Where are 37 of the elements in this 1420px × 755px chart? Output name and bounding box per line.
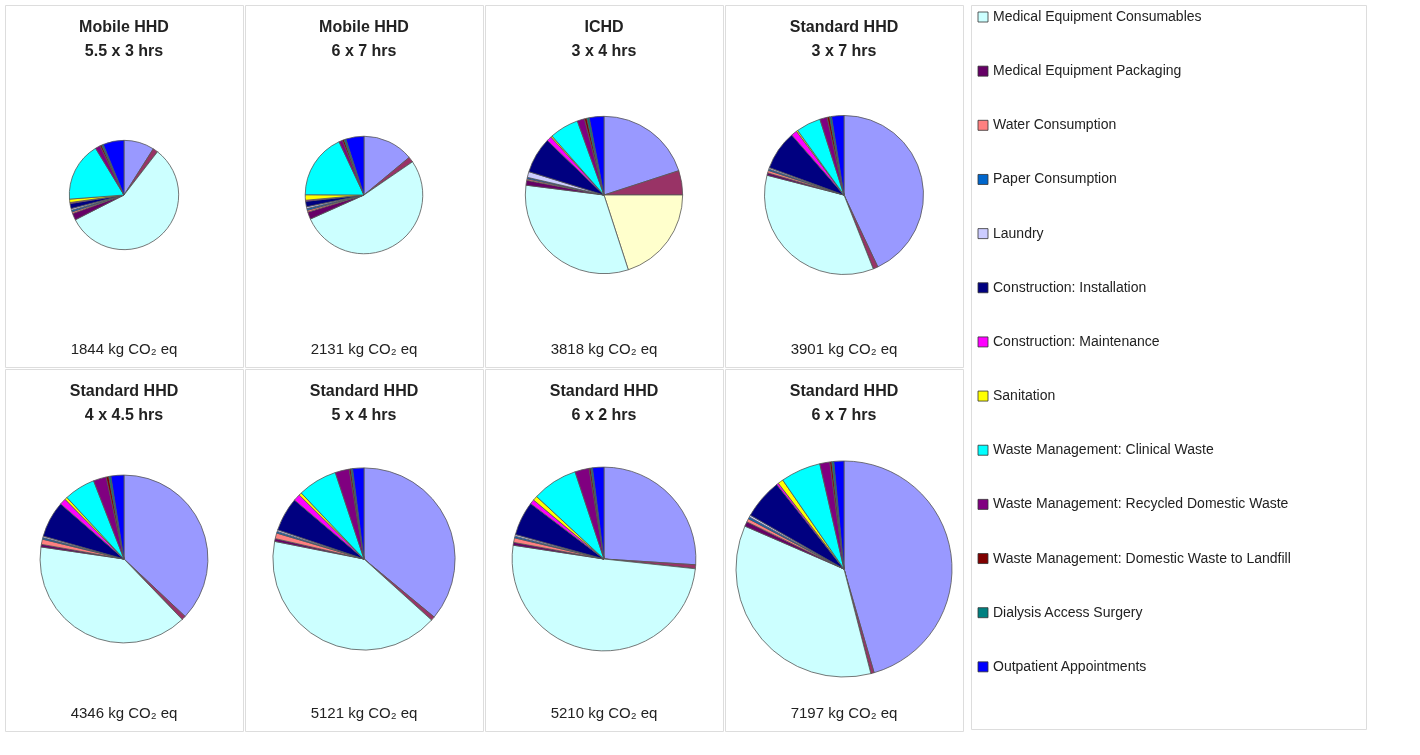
chart-title: ICHD [584,18,624,35]
chart-title: Standard HHD [69,382,179,399]
chart-title: Standard HHD [549,382,659,399]
legend-label: Paper Consumption [993,170,1117,187]
text: 3901 kg CO₂ eq [790,340,898,357]
text: 4346 kg CO₂ eq [70,704,178,721]
text: 5121 kg CO₂ eq [310,704,418,721]
legend-label: Construction: Maintenance [993,332,1160,349]
text: 1844 kg CO₂ eq [70,340,178,357]
legend-label: Waste Management: Recycled Domestic Waste [993,495,1289,512]
text: 2131 kg CO₂ eq [310,340,418,357]
chart-subtitle: 6 x 7 hrs [331,42,397,59]
chart-subtitle: 4 x 4.5 hrs [84,406,164,423]
chart-title: Standard HHD [789,18,899,35]
chart-title: Standard HHD [789,382,899,399]
text: 5.5 x 3 hrs [84,42,164,59]
legend-label: Medical Equipment Consumables [993,8,1202,24]
legend-label: Dialysis Access Surgery [993,603,1143,620]
legend-label: Sanitation [993,387,1056,404]
chart-subtitle: 5 x 4 hrs [331,406,397,423]
legend-label: Waste Management: Clinical Waste [993,441,1214,458]
chart-title: Mobile HHD [319,18,409,35]
legend-label: Water Consumption [993,116,1117,133]
legend-label: Outpatient Appointments [993,657,1147,674]
text: 7197 kg CO₂ eq [790,704,898,721]
legend-label: Medical Equipment Packaging [993,62,1182,79]
chart-subtitle: 3 x 7 hrs [811,42,877,59]
legend-label: Waste Management: Domestic Waste to Landfill [993,549,1291,566]
chart-title: Standard HHD [309,382,419,399]
legend-label: Laundry [993,224,1044,241]
legend-label: Construction: Installation [993,278,1147,295]
chart-subtitle: 6 x 7 hrs [811,406,877,423]
chart-subtitle: 3 x 4 hrs [571,42,637,59]
chart-subtitle: 6 x 2 hrs [571,406,637,423]
text: 5210 kg CO₂ eq [550,704,658,721]
text: Mobile HHD [79,18,169,35]
text: 3818 kg CO₂ eq [550,340,658,357]
